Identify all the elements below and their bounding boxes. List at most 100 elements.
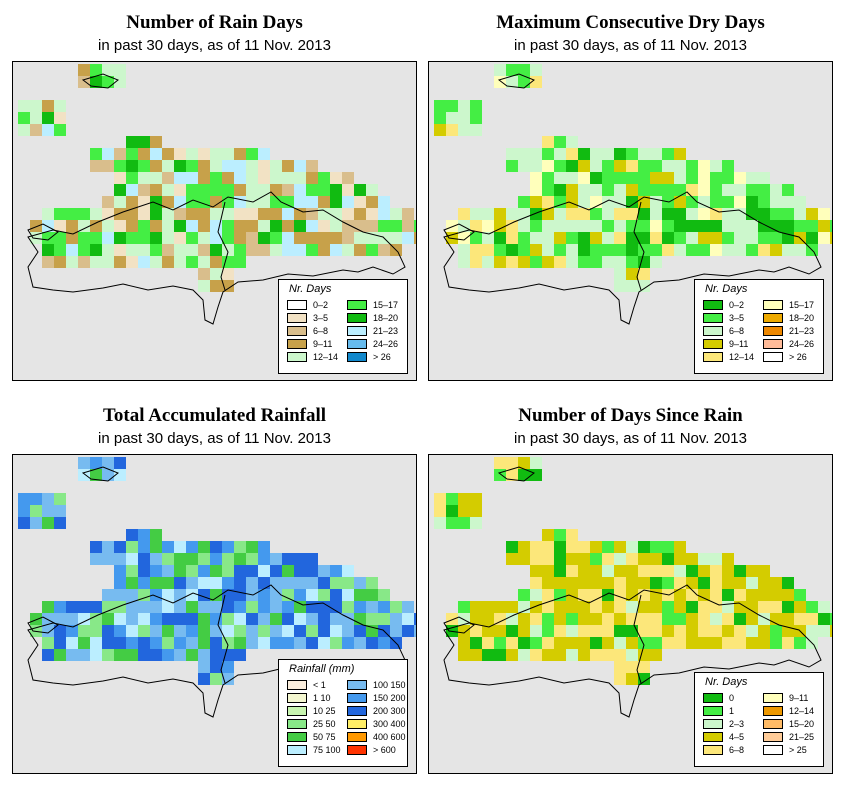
grid-cell <box>650 589 662 601</box>
grid-cell <box>270 196 282 208</box>
grid-cell <box>542 625 554 637</box>
grid-cell <box>162 541 174 553</box>
grid-cell <box>602 232 614 244</box>
grid-cell <box>234 256 246 268</box>
grid-cell <box>602 196 614 208</box>
grid-cell <box>758 220 770 232</box>
grid-cell <box>650 244 662 256</box>
grid-cell <box>114 637 126 649</box>
grid-cell <box>734 637 746 649</box>
grid-cell <box>566 160 578 172</box>
grid-cell <box>782 220 794 232</box>
grid-cell <box>698 220 710 232</box>
legend-swatch <box>287 300 307 310</box>
grid-cell <box>578 625 590 637</box>
grid-cell <box>590 613 602 625</box>
grid-cell <box>698 589 710 601</box>
grid-cell <box>210 541 222 553</box>
grid-cell <box>662 553 674 565</box>
grid-cell <box>174 220 186 232</box>
grid-cell <box>614 268 626 280</box>
grid-cell <box>830 625 832 637</box>
grid-cell <box>602 172 614 184</box>
grid-cell <box>554 589 566 601</box>
grid-cell <box>90 148 102 160</box>
grid-cell <box>186 256 198 268</box>
panel-subtitle: in past 30 days, as of 11 Nov. 2013 <box>98 37 331 54</box>
grid-cell <box>746 196 758 208</box>
grid-cell <box>234 613 246 625</box>
grid-cell <box>366 244 378 256</box>
grid-cell <box>530 565 542 577</box>
grid-cell <box>246 244 258 256</box>
grid-cell <box>378 220 390 232</box>
grid-cell <box>126 208 138 220</box>
grid-cell <box>494 649 506 661</box>
legend-label: 21–23 <box>789 326 815 336</box>
grid-cell <box>434 124 446 136</box>
grid-cell <box>650 601 662 613</box>
grid-cell <box>722 208 734 220</box>
grid-cell <box>662 148 674 160</box>
grid-cell <box>78 64 90 76</box>
grid-cell <box>674 160 686 172</box>
grid-cell <box>174 172 186 184</box>
grid-cell <box>210 148 222 160</box>
grid-cell <box>258 577 270 589</box>
grid-cell <box>710 589 722 601</box>
legend-swatch <box>763 313 783 323</box>
grid-cell <box>770 577 782 589</box>
grid-cell <box>722 613 734 625</box>
grid-cell <box>602 613 614 625</box>
legend-label: 0–2 <box>313 300 329 310</box>
grid-cell <box>306 196 318 208</box>
grid-cell <box>270 232 282 244</box>
grid-cell <box>686 244 698 256</box>
grid-cell <box>270 553 282 565</box>
grid-cell <box>818 613 830 625</box>
grid-cell <box>734 625 746 637</box>
grid-cell <box>342 172 354 184</box>
grid-cell <box>590 172 602 184</box>
grid-cell <box>578 208 590 220</box>
grid-cell <box>830 613 832 625</box>
grid-cell <box>198 232 210 244</box>
grid-cell <box>198 541 210 553</box>
grid-cell <box>590 220 602 232</box>
panel-subtitle: in past 30 days, as of 11 Nov. 2013 <box>514 430 747 447</box>
legend-swatch <box>703 719 723 729</box>
grid-cell <box>566 220 578 232</box>
grid-cell <box>378 208 390 220</box>
grid-cell <box>138 565 150 577</box>
map-grid <box>434 64 832 325</box>
grid-cell <box>614 565 626 577</box>
grid-cell <box>770 196 782 208</box>
grid-cell <box>710 208 722 220</box>
grid-cell <box>758 565 770 577</box>
grid-cell <box>354 208 366 220</box>
grid-cell <box>342 208 354 220</box>
grid-cell <box>806 208 818 220</box>
legend-swatch <box>347 680 367 690</box>
grid-cell <box>578 541 590 553</box>
grid-cell <box>794 196 806 208</box>
grid-cell <box>722 232 734 244</box>
grid-cell <box>258 196 270 208</box>
grid-cell <box>482 649 494 661</box>
grid-cell <box>162 589 174 601</box>
grid-cell <box>378 637 390 649</box>
legend-label: 6–8 <box>313 326 329 336</box>
grid-cell <box>722 172 734 184</box>
grid-cell <box>626 172 638 184</box>
grid-cell <box>270 637 282 649</box>
grid-cell <box>222 565 234 577</box>
grid-cell <box>506 457 518 469</box>
grid-cell <box>402 625 414 637</box>
legend-label: > 26 <box>789 352 807 362</box>
grid-cell <box>222 661 234 673</box>
grid-cell <box>162 565 174 577</box>
grid-cell <box>114 613 126 625</box>
grid-cell <box>650 565 662 577</box>
grid-cell <box>390 613 402 625</box>
grid-cell <box>458 649 470 661</box>
